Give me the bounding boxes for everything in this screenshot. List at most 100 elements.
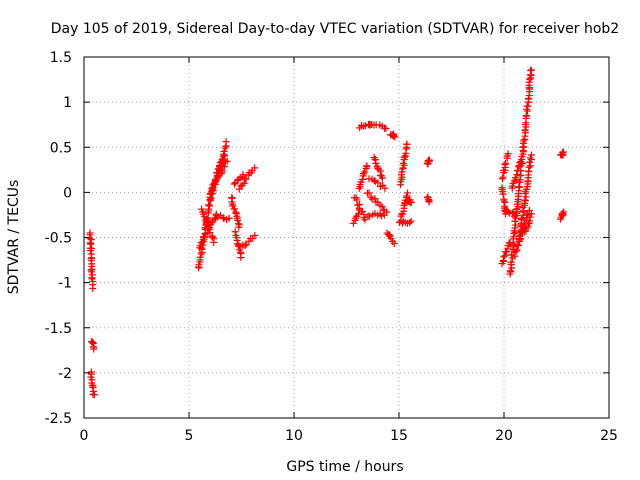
- data-point: [500, 253, 508, 261]
- data-point: [371, 195, 379, 203]
- data-point: [511, 174, 519, 182]
- data-point: [524, 102, 532, 110]
- y-tick-label: 1: [63, 95, 72, 111]
- data-point: [237, 254, 245, 262]
- data-point: [513, 171, 521, 179]
- data-point: [403, 140, 411, 148]
- x-axis-label: GPS time / hours: [286, 459, 403, 475]
- data-point: [374, 179, 382, 187]
- data-point: [205, 201, 213, 209]
- data-point: [242, 175, 250, 183]
- data-point: [522, 193, 530, 201]
- data-point: [519, 137, 527, 145]
- data-point: [501, 161, 509, 169]
- data-point: [519, 143, 527, 151]
- data-point: [196, 253, 204, 261]
- data-point: [353, 196, 361, 204]
- data-point: [87, 268, 95, 276]
- data-point: [361, 168, 369, 176]
- data-point: [235, 223, 243, 231]
- data-point: [523, 112, 531, 120]
- y-tick-label: 0: [63, 185, 72, 201]
- data-point: [200, 233, 208, 241]
- data-point: [222, 138, 230, 146]
- data-point: [202, 216, 210, 224]
- y-axis-tick-labels: -2.5 -2 -1.5 -1 -0.5 0 0.5 1 1.5: [45, 50, 72, 427]
- data-point: [499, 190, 507, 198]
- y-tick-label: -2.5: [45, 411, 72, 427]
- data-point: [391, 133, 399, 141]
- data-point: [525, 167, 533, 175]
- y-axis-label: SDTVAR / TECUs: [6, 180, 22, 295]
- data-point: [220, 163, 228, 171]
- data-point: [370, 176, 378, 184]
- data-point: [363, 162, 371, 170]
- data-point: [521, 196, 529, 204]
- data-point: [234, 216, 242, 224]
- x-axis-tick-labels: 0 5 10 15 20 25: [80, 428, 618, 444]
- data-point: [517, 215, 525, 223]
- grid-lines: [84, 57, 609, 418]
- data-point: [501, 252, 509, 260]
- y-tick-label: -2: [58, 366, 72, 382]
- data-point: [235, 185, 243, 193]
- data-point: [526, 213, 534, 221]
- data-point: [390, 132, 398, 140]
- data-point: [390, 239, 398, 247]
- y-tick-label: -1.5: [45, 321, 72, 337]
- data-points: [86, 66, 568, 399]
- data-point: [559, 148, 567, 156]
- data-point: [230, 205, 238, 213]
- data-point: [510, 177, 518, 185]
- data-point: [425, 157, 433, 165]
- data-point: [499, 173, 507, 181]
- data-point: [382, 124, 390, 132]
- data-point: [399, 159, 407, 167]
- data-point: [365, 189, 373, 197]
- data-point: [507, 258, 515, 266]
- data-point: [366, 212, 374, 220]
- data-point: [221, 151, 229, 159]
- data-point: [90, 345, 98, 353]
- data-point: [514, 241, 522, 249]
- data-point: [378, 203, 386, 211]
- data-point: [89, 284, 97, 292]
- data-point: [221, 144, 229, 152]
- data-point: [527, 151, 535, 159]
- data-point: [504, 150, 512, 158]
- data-point: [251, 164, 259, 172]
- data-point: [378, 174, 386, 182]
- x-tick-label: 10: [285, 428, 303, 444]
- plot-frame: [83, 56, 610, 419]
- data-point: [361, 216, 369, 224]
- data-point: [206, 202, 214, 210]
- data-point: [527, 210, 535, 218]
- data-point: [400, 153, 408, 161]
- data-point: [407, 198, 415, 206]
- data-point: [349, 219, 357, 227]
- x-tick-label: 20: [495, 428, 513, 444]
- data-point: [526, 154, 534, 162]
- data-point: [225, 214, 233, 222]
- data-point: [380, 211, 388, 219]
- y-tick-label: -0.5: [45, 231, 72, 247]
- data-point: [373, 164, 381, 172]
- data-point: [381, 184, 389, 192]
- data-point: [241, 241, 249, 249]
- data-point: [404, 189, 412, 197]
- data-point: [230, 180, 238, 188]
- x-tick-label: 15: [390, 428, 408, 444]
- data-point: [500, 197, 508, 205]
- data-point: [527, 66, 535, 74]
- data-point: [240, 179, 248, 187]
- data-point: [204, 223, 212, 231]
- y-tick-label: -1: [58, 276, 72, 292]
- data-point: [407, 217, 415, 225]
- data-point: [90, 391, 98, 399]
- data-point: [516, 172, 524, 180]
- data-point: [206, 229, 214, 237]
- data-point: [88, 338, 96, 346]
- x-tick-label: 5: [185, 428, 194, 444]
- data-point: [518, 214, 526, 222]
